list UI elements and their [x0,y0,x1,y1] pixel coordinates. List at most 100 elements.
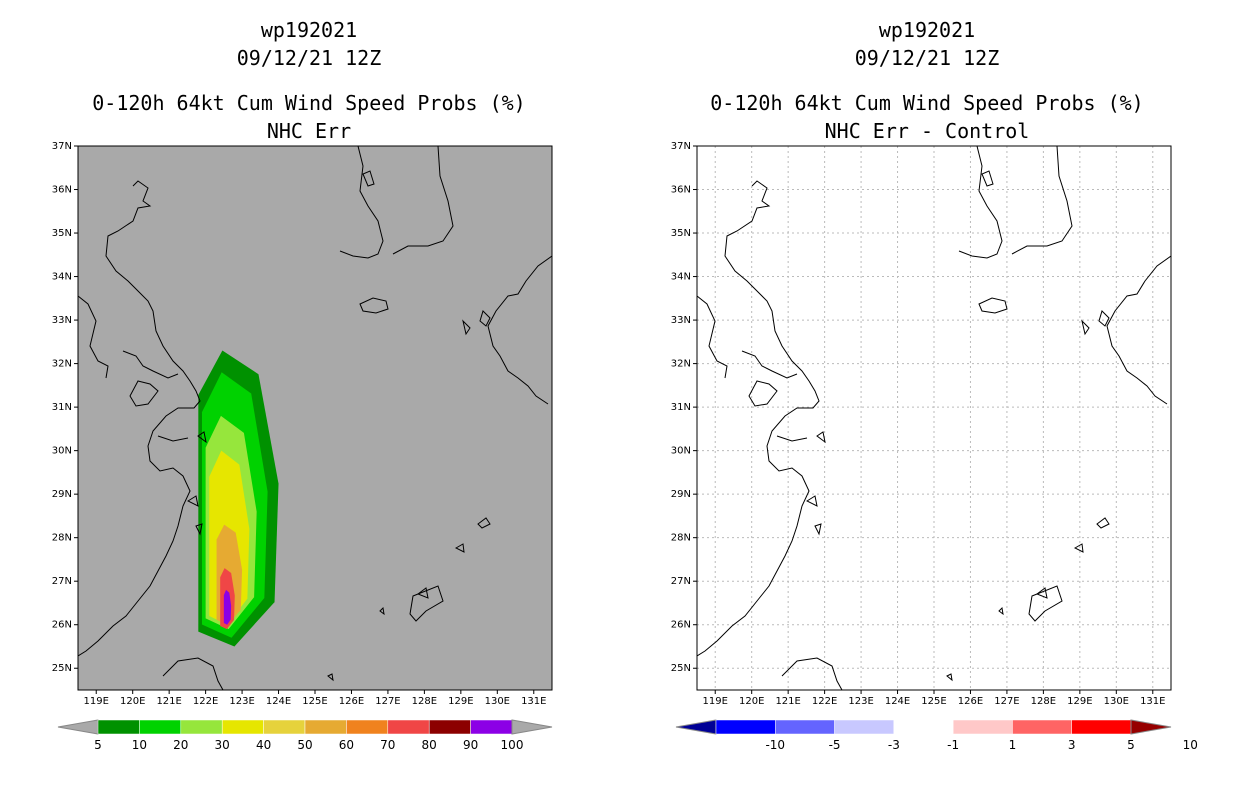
lon-label: 130E [1104,696,1129,707]
lat-label: 31N [52,402,72,413]
right-title-1: wp192021 [878,18,976,42]
lat-label: 30N [671,446,691,457]
lon-label: 127E [375,696,400,707]
colorbar-swatch [1012,719,1072,735]
colorbar-arrow-left [57,719,99,735]
left-title-4: NHC Err [266,119,352,143]
right-title-2: 09/12/21 12Z [854,46,1000,70]
left-colorbar: 5 10 20 30 40 50 60 70 80 90 100 [57,719,553,752]
lat-label: 28N [671,533,691,544]
lat-label: 32N [52,359,72,370]
right-lon-labels: 119E 120E 121E 122E 123E 124E 125E 126E 127E 128E… [703,690,1165,707]
right-title-3: 0-120h 64kt Cum Wind Speed Probs (%) [710,91,1144,115]
colorbar-label: 50 [297,738,312,752]
colorbar-label: -5 [829,738,841,752]
colorbar-arrow-right [1130,719,1172,735]
colorbar-swatch [893,719,954,735]
colorbar-swatch [387,719,430,735]
left-title-1: wp192021 [260,18,358,42]
left-map-background [77,145,553,691]
lon-label: 119E [703,696,728,707]
lon-label: 129E [448,696,473,707]
lon-label: 130E [485,696,510,707]
colorbar-swatch [346,719,389,735]
colorbar-swatch [834,719,895,735]
colorbar-swatch [139,719,182,735]
probability-contours [198,350,279,647]
right-map-panel: 37N36N35N34N33N32N31N30N29N28N27N26N25N … [671,141,1172,707]
lat-label: 34N [52,272,72,283]
left-map-panel: 37N36N35N34N33N32N31N30N29N28N27N26N25N … [52,141,553,707]
colorbar-swatch [715,719,776,735]
colorbar-label: 20 [173,738,188,752]
lon-label: 120E [739,696,764,707]
lon-label: 129E [1067,696,1092,707]
lat-label: 37N [671,141,691,152]
lat-label: 25N [52,663,72,674]
right-lat-labels: 37N 36N 35N 34N 33N 32N 31N 30N 29N 28N 27N 26N 25N [671,141,697,674]
colorbar-label: 80 [422,738,437,752]
lon-label: 122E [812,696,837,707]
colorbar-label: 30 [215,738,230,752]
colorbar-label: 40 [256,738,271,752]
colorbar-label: 5 [94,738,102,752]
lat-label: 35N [52,228,72,239]
colorbar-swatch [304,719,347,735]
colorbar-swatch [428,719,471,735]
colorbar-label: 10 [132,738,147,752]
right-gridlines [697,145,1171,690]
lat-label: 26N [671,620,691,631]
lon-label: 122E [193,696,218,707]
lon-label: 124E [266,696,291,707]
colorbar-label: -10 [765,738,785,752]
colorbar-arrow-left [675,719,717,735]
lon-label: 123E [848,696,873,707]
colorbar-swatch [952,719,1013,735]
right-colorbar: -10 -5 -3 -1 1 3 5 10 [675,719,1198,752]
lat-label: 33N [52,315,72,326]
colorbar-swatch [775,719,835,735]
lat-label: 30N [52,446,72,457]
lat-label: 26N [52,620,72,631]
left-title-2: 09/12/21 12Z [236,46,382,70]
left-title-3: 0-120h 64kt Cum Wind Speed Probs (%) [92,91,526,115]
colorbar-label: 1 [1009,738,1017,752]
lat-label: 33N [671,315,691,326]
lon-label: 125E [921,696,946,707]
colorbar-label: 90 [463,738,478,752]
colorbar-swatch [180,719,223,735]
lon-label: 125E [302,696,327,707]
lat-label: 37N [52,141,72,152]
colorbar-label: -3 [888,738,900,752]
colorbar-label: 70 [380,738,395,752]
lon-label: 123E [229,696,254,707]
lat-label: 27N [52,576,72,587]
lon-label: 131E [521,696,546,707]
colorbar-label: -1 [947,738,959,752]
contour-100 [223,589,232,625]
colorbar-label: 60 [339,738,354,752]
lon-label: 131E [1140,696,1165,707]
lat-label: 29N [671,489,691,500]
lon-label: 126E [339,696,364,707]
lat-label: 35N [671,228,691,239]
colorbar-label: 3 [1068,738,1076,752]
colorbar-arrow-right [511,719,553,735]
colorbar-swatch [221,719,264,735]
right-title-4: NHC Err - Control [824,119,1030,143]
lon-label: 127E [994,696,1019,707]
colorbar-swatch [1071,719,1132,735]
colorbar-label: 100 [501,738,524,752]
lat-label: 27N [671,576,691,587]
colorbar-swatch [470,719,513,735]
lon-label: 121E [156,696,181,707]
lon-label: 119E [84,696,109,707]
lat-label: 36N [671,185,691,196]
lat-label: 34N [671,272,691,283]
lon-label: 120E [120,696,145,707]
lat-label: 31N [671,402,691,413]
lon-label: 121E [775,696,800,707]
lon-label: 126E [958,696,983,707]
lat-label: 29N [52,489,72,500]
left-lat-labels: 37N 36N 35N 34N 33N 32N 31N 30N 29N 28N 27N 26N 25N [52,141,78,674]
